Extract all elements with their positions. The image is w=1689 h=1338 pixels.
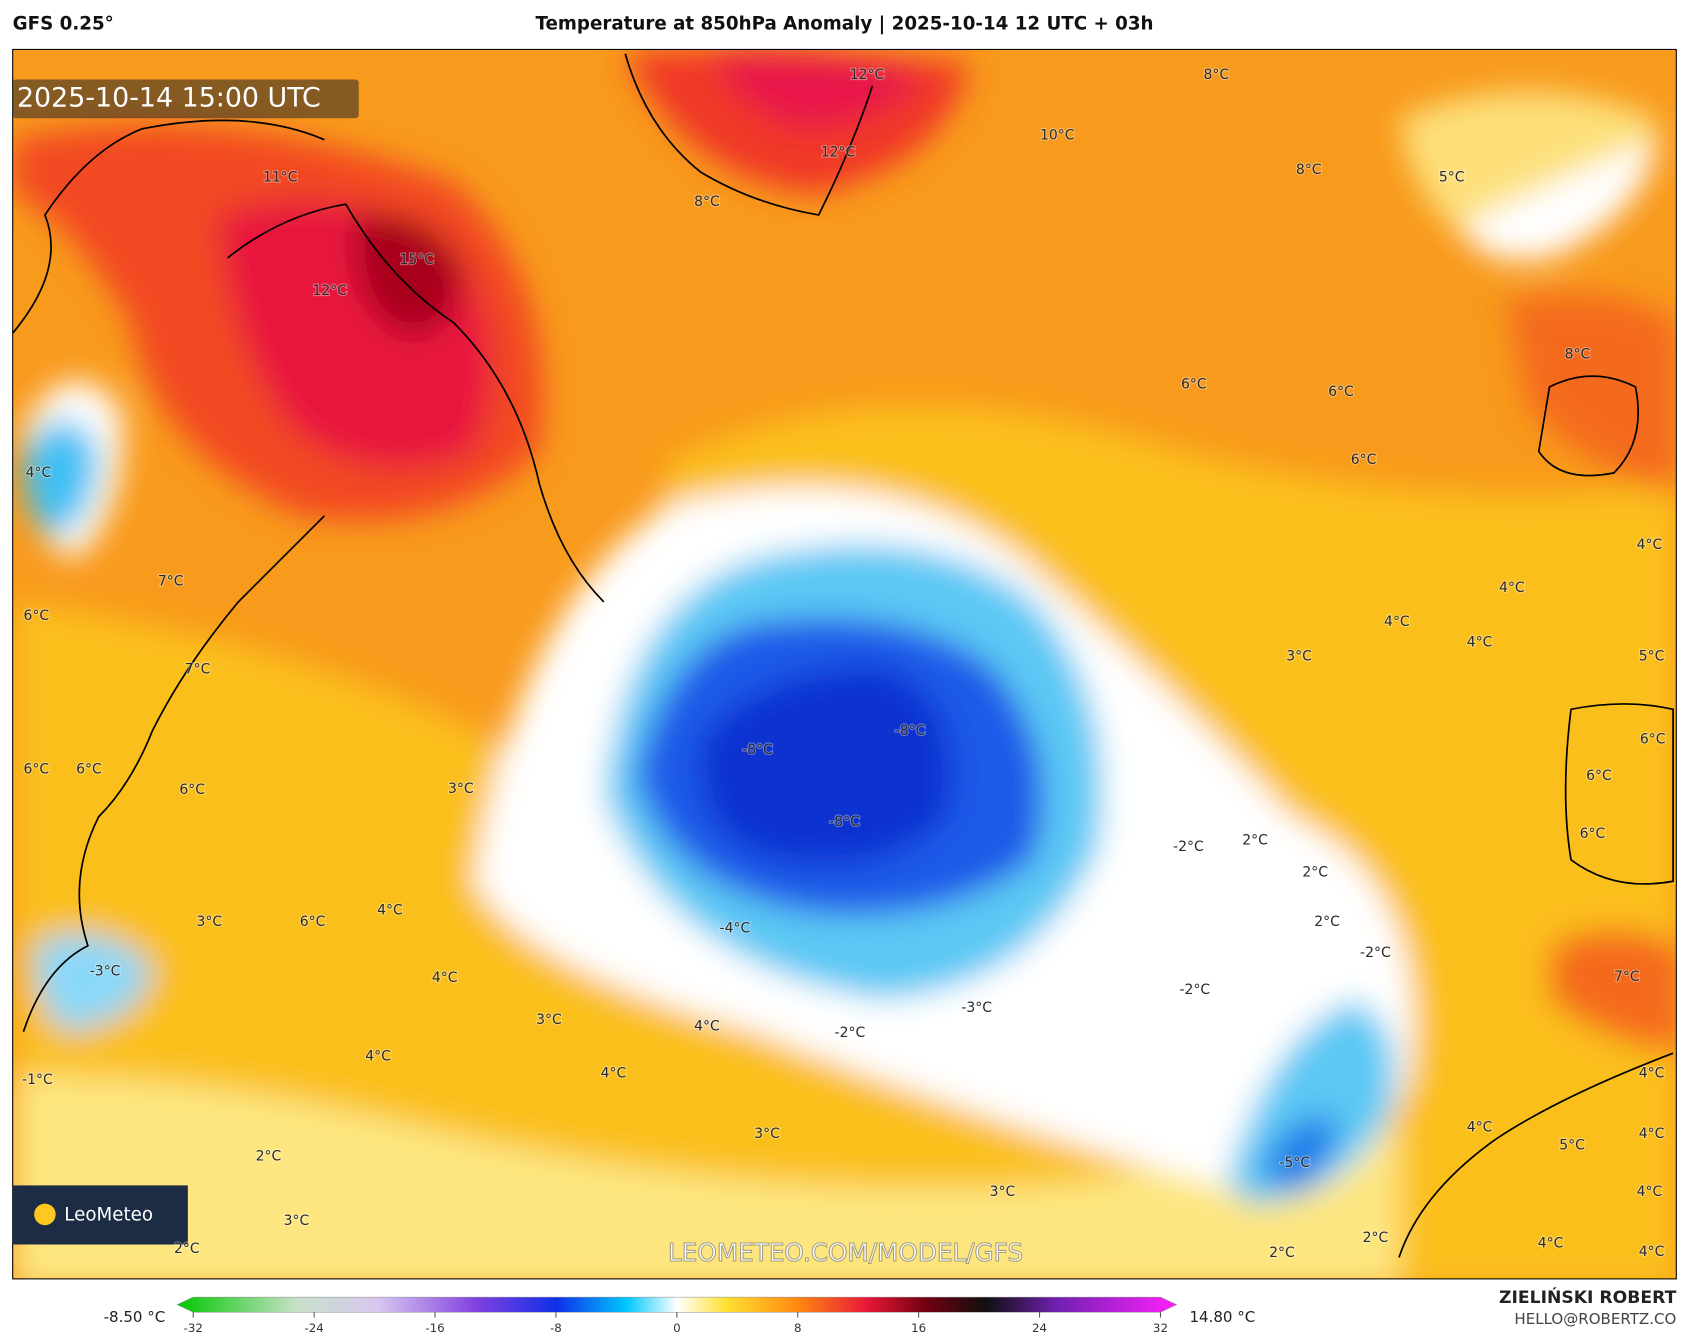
logo: LeoMeteo (64, 1204, 153, 1225)
contour-label: 3°C (197, 914, 223, 930)
colorbar-tick-label: -32 (184, 1321, 203, 1335)
contour-label: 3°C (990, 1184, 1016, 1200)
contour-label: -2°C (1180, 982, 1211, 998)
contour-label: 4°C (432, 970, 458, 986)
contour-label: -2°C (1173, 839, 1204, 855)
contour-label: 4°C (365, 1048, 391, 1064)
colorbar-tick-label: 0 (673, 1321, 681, 1335)
contour-label: 3°C (1286, 649, 1312, 665)
contour-label: 4°C (26, 465, 52, 481)
colorbar-tick-label: -16 (425, 1321, 444, 1335)
colorbar-tick-label: -8 (550, 1321, 562, 1335)
contour-label: 4°C (1538, 1235, 1564, 1251)
colorbar-min: -8.50 °C (104, 1308, 166, 1326)
contour-label: -1°C (22, 1072, 53, 1088)
contour-label: 6°C (300, 914, 326, 930)
map (12, 49, 1677, 1279)
contour-label: 4°C (1384, 614, 1410, 630)
temperature-field (12, 50, 1677, 1279)
coastlines (12, 53, 1674, 1258)
contour-label: 6°C (24, 608, 50, 624)
contour-label: 5°C (1439, 169, 1465, 185)
contour-label: -5°C (1279, 1155, 1310, 1171)
contour-label: 12°C (312, 283, 347, 299)
contour-label: 2°C (1314, 914, 1340, 930)
model-name: GFS 0.25° (13, 14, 114, 35)
contour-label: 6°C (1586, 768, 1612, 784)
contour-label: -4°C (720, 921, 751, 937)
colorbar-tick-label: 32 (1153, 1321, 1168, 1335)
contour-label: 6°C (1351, 452, 1377, 468)
valid-time: 2025-10-14 15:00 UTC (17, 82, 321, 113)
contour-label: 4°C (1637, 537, 1663, 553)
contour-label: 3°C (536, 1012, 562, 1028)
contour-label: 4°C (694, 1018, 720, 1034)
contour-label: 2°C (174, 1241, 200, 1257)
contour-label: 4°C (1467, 635, 1493, 651)
contour-label: 15°C (400, 252, 435, 268)
contour-label: 7°C (185, 662, 211, 678)
author: ZIELIŃSKI ROBERT (1499, 1286, 1677, 1308)
logo-sun (34, 1203, 56, 1226)
contour-label: 6°C (1640, 731, 1666, 747)
contour-label: 2°C (1302, 865, 1328, 881)
contour-label: 4°C (1639, 1126, 1665, 1142)
contour-label: 3°C (754, 1126, 780, 1142)
contour-label: 8°C (1204, 67, 1230, 83)
contour-label: 8°C (694, 194, 720, 210)
contour-label: 6°C (76, 761, 102, 777)
contour-label: 5°C (1559, 1138, 1585, 1154)
contour-label: 8°C (1296, 162, 1322, 178)
contour-label: 2°C (1242, 832, 1268, 848)
contour-label: 7°C (1614, 969, 1640, 985)
contour-label: -8°C (895, 723, 926, 739)
contour-label: -3°C (90, 964, 121, 980)
contour-label: 6°C (1181, 377, 1207, 393)
contour-label: 7°C (158, 573, 184, 589)
contour-label: 4°C (377, 902, 403, 918)
title: Temperature at 850hPa Anomaly | 2025-10-… (535, 14, 1153, 35)
colorbar (176, 1296, 1178, 1313)
time-badge (12, 79, 359, 119)
contour-label: -8°C (742, 742, 773, 758)
contour-label: 2°C (1269, 1245, 1295, 1261)
contour-label: 10°C (1040, 127, 1075, 143)
contour-label: 4°C (1637, 1184, 1663, 1200)
colorbar-tick-label: 16 (911, 1321, 926, 1335)
map-frame (12, 48, 1677, 1280)
contour-label: -8°C (829, 814, 860, 830)
colorbar-max: 14.80 °C (1189, 1308, 1255, 1326)
contour-label: 3°C (448, 781, 474, 797)
contour-label: 4°C (1499, 580, 1525, 596)
colorbar-ticks: -32 -24 -16 -8 0 8 16 24 32 (184, 1312, 1168, 1335)
contour-label: 6°C (179, 782, 205, 798)
watermark: LEOMETEO.COM/MODEL/GFS (668, 1238, 1023, 1267)
contour-label: 4°C (1639, 1244, 1665, 1260)
colorbar-tick-label: 8 (794, 1321, 802, 1335)
contour-label: 6°C (1328, 384, 1354, 400)
map-labels: 12°C 8°C 10°C 12°C 8°C 5°C 11°C 8°C 15°C 12°C 8°C 6… (21, 66, 1667, 1262)
contour-label: -2°C (835, 1025, 866, 1041)
contour-label: 6°C (1580, 826, 1606, 842)
email: HELLO@ROBERTZ.CO (1514, 1310, 1676, 1328)
contour-label: 4°C (601, 1066, 627, 1082)
contour-label: 5°C (1639, 649, 1665, 665)
contour-label: 3°C (284, 1213, 310, 1229)
contour-label: 2°C (1363, 1230, 1389, 1246)
contour-label: 6°C (24, 761, 50, 777)
contour-label: 8°C (1565, 347, 1591, 363)
contour-label: -2°C (1360, 945, 1391, 961)
contour-label: 12°C (821, 145, 856, 161)
contour-label: -3°C (961, 1000, 992, 1016)
contour-label: 4°C (1639, 1066, 1665, 1082)
contour-label: 2°C (256, 1148, 282, 1164)
contour-label: 12°C (850, 67, 885, 83)
colorbar-tick-label: -24 (304, 1321, 323, 1335)
colorbar-tick-label: 24 (1032, 1321, 1047, 1335)
contour-label: 4°C (1467, 1119, 1493, 1135)
contour-label: 11°C (263, 169, 298, 185)
